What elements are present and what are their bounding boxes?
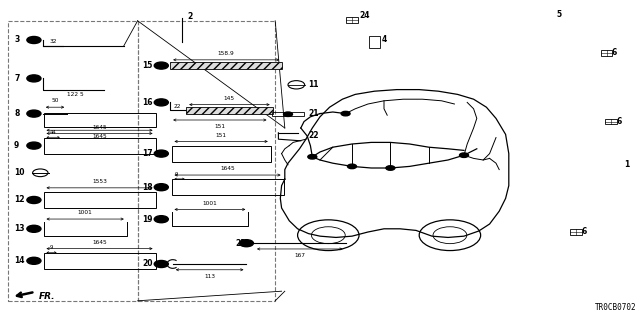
Text: 6: 6 (616, 117, 621, 126)
Text: 11: 11 (308, 80, 319, 89)
Text: 151: 151 (216, 132, 227, 138)
Text: 20: 20 (142, 260, 152, 268)
Text: 22: 22 (173, 104, 181, 109)
Text: 9: 9 (50, 245, 53, 250)
Text: 4: 4 (382, 36, 387, 44)
Text: 1645: 1645 (92, 124, 107, 130)
Circle shape (308, 155, 317, 159)
Bar (369, 36, 380, 48)
Circle shape (154, 62, 168, 69)
Text: 1: 1 (624, 160, 629, 169)
Text: 21: 21 (308, 109, 319, 118)
Circle shape (27, 196, 41, 204)
Circle shape (341, 111, 350, 116)
Circle shape (154, 184, 168, 191)
Text: 19: 19 (142, 215, 152, 224)
Circle shape (154, 99, 168, 106)
Bar (138, 21, 275, 301)
Text: 1645: 1645 (220, 166, 235, 171)
Circle shape (27, 75, 41, 82)
Circle shape (27, 110, 41, 117)
Text: 14: 14 (14, 256, 24, 265)
Circle shape (27, 225, 41, 232)
Text: 22: 22 (308, 132, 319, 140)
Text: 8: 8 (14, 109, 19, 118)
Bar (601, 50, 612, 56)
Text: 24: 24 (360, 11, 370, 20)
Circle shape (154, 150, 168, 157)
Bar (44, 253, 156, 269)
Text: 122 5: 122 5 (67, 92, 84, 97)
Bar (172, 179, 284, 195)
Text: 7: 7 (14, 74, 19, 83)
Bar (44, 192, 156, 208)
Text: 6: 6 (581, 228, 586, 236)
Text: 9: 9 (14, 141, 19, 150)
Text: 113: 113 (204, 274, 215, 279)
Text: 1001: 1001 (77, 210, 93, 215)
Circle shape (27, 257, 41, 264)
Text: 6: 6 (612, 48, 617, 57)
Text: FR.: FR. (38, 292, 55, 301)
Bar (170, 62, 282, 69)
Bar (8, 21, 138, 301)
Bar (186, 107, 273, 114)
Text: 1645: 1645 (92, 240, 107, 245)
Bar (172, 146, 271, 162)
Circle shape (154, 216, 168, 223)
Text: 3: 3 (14, 36, 19, 44)
Circle shape (348, 164, 356, 169)
Text: 15: 15 (142, 61, 152, 70)
Circle shape (154, 260, 168, 268)
Text: 1553: 1553 (92, 179, 107, 184)
Text: 9: 9 (175, 172, 178, 177)
Circle shape (27, 142, 41, 149)
Text: 32: 32 (50, 39, 58, 44)
Text: 18: 18 (142, 183, 153, 192)
Circle shape (284, 112, 292, 116)
Bar (44, 113, 156, 127)
Text: 10: 10 (14, 168, 24, 177)
Text: 13: 13 (14, 224, 24, 233)
Circle shape (27, 36, 41, 44)
Text: 12: 12 (14, 196, 24, 204)
Text: 17: 17 (142, 149, 153, 158)
Text: 158.9: 158.9 (218, 51, 235, 56)
Text: 151: 151 (214, 124, 225, 129)
Circle shape (239, 240, 253, 247)
Text: 167: 167 (294, 253, 305, 258)
Text: 2: 2 (187, 12, 192, 21)
Circle shape (386, 166, 395, 170)
Circle shape (460, 153, 468, 157)
Text: 1001: 1001 (202, 201, 218, 205)
Text: 5: 5 (557, 10, 562, 19)
Bar (346, 17, 358, 23)
Bar (570, 229, 582, 235)
Text: 1645: 1645 (92, 134, 107, 139)
Bar (605, 119, 617, 124)
Text: 145: 145 (224, 96, 235, 101)
Text: 50: 50 (51, 98, 59, 103)
Text: TR0CB0702: TR0CB0702 (595, 303, 637, 312)
Text: 16: 16 (142, 98, 152, 107)
Text: 44: 44 (50, 130, 57, 135)
Bar (272, 112, 304, 116)
Bar (44, 138, 156, 154)
Text: 23: 23 (235, 239, 245, 248)
